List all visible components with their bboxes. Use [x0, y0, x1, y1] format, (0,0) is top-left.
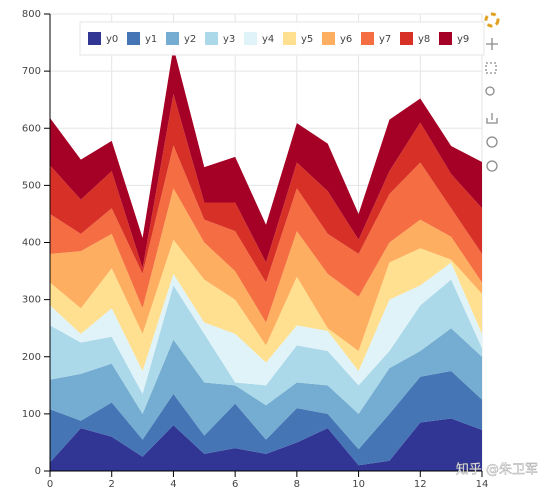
- area: [50, 371, 482, 466]
- legend-swatch: [88, 32, 101, 45]
- y-tick-label: 200: [22, 352, 41, 363]
- save-tool[interactable]: [486, 113, 498, 124]
- x-tick-label: 14: [476, 479, 489, 490]
- legend-swatch: [166, 32, 179, 45]
- y-tick-label: 500: [22, 180, 41, 191]
- legend-label: y9: [457, 34, 469, 45]
- legend-label: y5: [301, 34, 313, 45]
- x-tick-label: 4: [170, 479, 176, 490]
- pan-tool[interactable]: [486, 38, 498, 50]
- legend-label: y0: [106, 34, 118, 45]
- y-tick-label: 0: [35, 466, 41, 477]
- x-tick-label: 8: [294, 479, 300, 490]
- x-tick-label: 12: [414, 479, 427, 490]
- reset-tool[interactable]: [486, 136, 498, 148]
- area: [50, 262, 482, 394]
- y-tick-label: 700: [22, 66, 41, 77]
- x-tick-label: 6: [232, 479, 238, 490]
- y-tick-label: 800: [22, 9, 41, 20]
- area: [50, 145, 482, 323]
- legend-label: y2: [184, 34, 196, 45]
- y-tick-label: 300: [22, 295, 41, 306]
- box-zoom-tool[interactable]: [485, 62, 497, 74]
- legend-swatch: [127, 32, 140, 45]
- toolbar: [484, 12, 500, 172]
- area: [50, 47, 482, 269]
- legend-swatch: [322, 32, 335, 45]
- legend-swatch: [361, 32, 374, 45]
- legend-box: [79, 21, 485, 56]
- legend-label: y1: [145, 34, 157, 45]
- area: [50, 279, 482, 414]
- legend-label: y6: [340, 34, 352, 45]
- area: [50, 328, 482, 450]
- legend-swatch: [400, 32, 413, 45]
- bokeh-logo[interactable]: [484, 12, 500, 28]
- y-tick-label: 400: [22, 238, 41, 249]
- area: [50, 418, 482, 471]
- legend-swatch: [283, 32, 296, 45]
- legend-swatch: [439, 32, 452, 45]
- y-tick-label: 100: [22, 409, 41, 420]
- legend-swatch: [244, 32, 257, 45]
- legend-label: y4: [262, 34, 274, 45]
- y-tick-label: 600: [22, 123, 41, 134]
- watermark: 知乎 @朱卫军: [456, 462, 538, 478]
- legend-label: y8: [418, 34, 430, 45]
- help-tool[interactable]: [486, 160, 498, 172]
- legend-label: y7: [379, 34, 391, 45]
- x-tick-label: 2: [109, 479, 115, 490]
- x-tick-label: 0: [47, 479, 53, 490]
- legend-label: y3: [223, 34, 235, 45]
- wheel-zoom-tool[interactable]: [485, 86, 495, 96]
- legend-swatch: [205, 32, 218, 45]
- x-tick-label: 10: [352, 479, 365, 490]
- legend: y0 y1 y2 y3 y4 y5 y6 y7 y8 y9: [79, 21, 485, 56]
